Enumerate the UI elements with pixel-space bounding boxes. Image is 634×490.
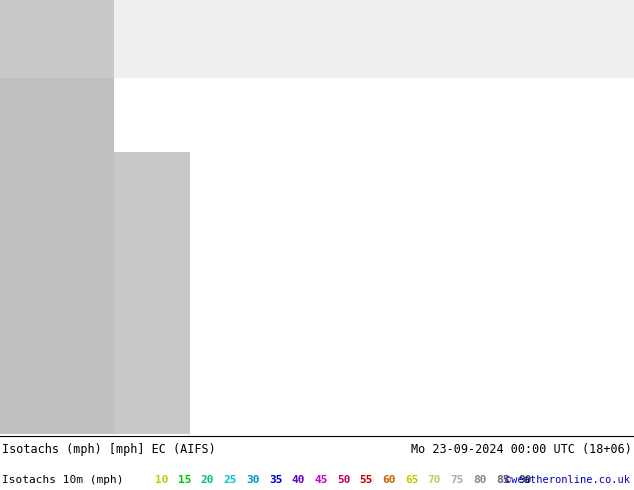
Text: Mo 23-09-2024 00:00 UTC (18+06): Mo 23-09-2024 00:00 UTC (18+06) <box>411 443 632 456</box>
Text: 60: 60 <box>382 475 396 485</box>
Text: 65: 65 <box>405 475 418 485</box>
Text: 35: 35 <box>269 475 282 485</box>
Text: 70: 70 <box>428 475 441 485</box>
Bar <box>114 152 190 434</box>
Bar <box>0 0 114 434</box>
Text: ©weatheronline.co.uk: ©weatheronline.co.uk <box>505 475 630 485</box>
Text: 20: 20 <box>201 475 214 485</box>
Text: 80: 80 <box>473 475 486 485</box>
Text: 75: 75 <box>450 475 464 485</box>
Text: 55: 55 <box>359 475 373 485</box>
Text: 10: 10 <box>155 475 169 485</box>
Bar <box>0 0 634 78</box>
Text: 85: 85 <box>496 475 509 485</box>
Text: 25: 25 <box>223 475 237 485</box>
Text: Isotachs (mph) [mph] EC (AIFS): Isotachs (mph) [mph] EC (AIFS) <box>2 443 216 456</box>
Text: Isotachs 10m (mph): Isotachs 10m (mph) <box>2 475 124 485</box>
Text: 40: 40 <box>292 475 305 485</box>
Text: 50: 50 <box>337 475 351 485</box>
Text: 45: 45 <box>314 475 328 485</box>
Text: 30: 30 <box>246 475 259 485</box>
Text: 15: 15 <box>178 475 191 485</box>
Text: 90: 90 <box>519 475 532 485</box>
